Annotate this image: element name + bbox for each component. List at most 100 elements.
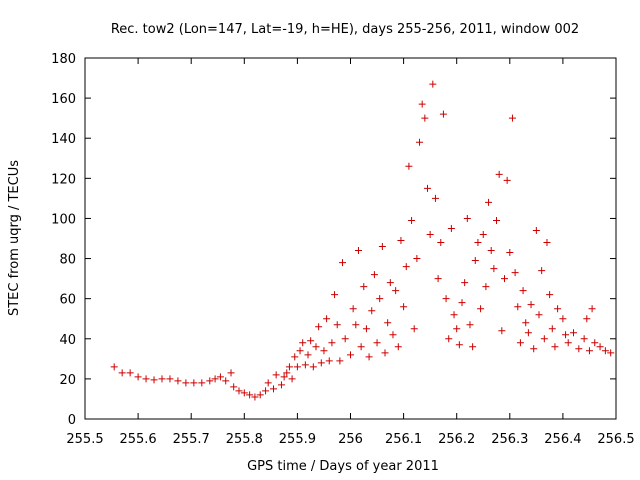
data-point (423, 184, 431, 192)
data-point (543, 239, 551, 247)
data-point (142, 375, 150, 383)
data-point (498, 327, 506, 335)
data-point (240, 389, 248, 397)
data-point (347, 351, 354, 359)
data-point (508, 114, 516, 122)
data-point (227, 369, 235, 377)
data-point (583, 315, 591, 323)
data-point (373, 339, 381, 347)
data-point (182, 379, 190, 387)
data-point (487, 247, 495, 255)
data-point (458, 299, 466, 307)
data-point (357, 343, 365, 351)
data-point (354, 247, 362, 255)
x-tick-label: 256 (338, 432, 363, 447)
data-point (381, 349, 389, 357)
data-point (320, 347, 328, 355)
data-point (352, 321, 360, 329)
data-point (439, 110, 447, 118)
data-point (500, 275, 508, 283)
data-point (416, 138, 424, 146)
data-point (551, 343, 559, 351)
data-point (386, 279, 394, 287)
data-point (126, 369, 134, 377)
data-point (421, 114, 429, 122)
data-point (118, 369, 126, 377)
data-point (110, 363, 118, 371)
chart-title: Rec. tow2 (Lon=147, Lat=-19, h=HE), days… (111, 22, 579, 37)
y-axis-label: STEC from uqrg / TECUs (7, 160, 22, 316)
data-point (400, 303, 408, 311)
y-tick-label: 120 (51, 172, 76, 187)
data-point (280, 373, 288, 381)
data-point (349, 305, 357, 313)
data-point (190, 379, 198, 387)
data-point (362, 325, 370, 333)
data-point (397, 237, 405, 245)
data-point (283, 369, 291, 377)
data-point (256, 391, 264, 399)
data-point (503, 176, 511, 184)
data-point (315, 323, 323, 331)
data-point (312, 343, 320, 351)
data-point (471, 257, 479, 265)
data-point (588, 305, 596, 313)
data-point (514, 303, 522, 311)
data-point (339, 259, 347, 267)
data-point (482, 283, 490, 291)
data-point (134, 373, 142, 381)
data-point (174, 377, 182, 385)
y-tick-label: 20 (59, 373, 76, 388)
data-point (323, 315, 331, 323)
data-point (216, 373, 224, 381)
data-point (317, 359, 325, 367)
data-point (479, 230, 487, 238)
data-point (522, 319, 530, 327)
data-point (378, 243, 386, 251)
data-point (450, 311, 458, 319)
data-point (575, 345, 583, 353)
x-tick-label: 255.6 (119, 432, 156, 447)
data-point (158, 375, 166, 383)
data-point (426, 230, 434, 238)
data-point (301, 361, 309, 369)
x-tick-label: 255.7 (173, 432, 210, 447)
data-point (384, 319, 392, 327)
data-point (527, 301, 535, 309)
data-point (402, 263, 410, 271)
data-point (230, 383, 238, 391)
data-point (535, 311, 543, 319)
data-point (570, 329, 578, 337)
y-tick-label: 100 (51, 212, 76, 227)
data-point (493, 216, 501, 224)
data-point (559, 315, 567, 323)
data-point (469, 343, 477, 351)
data-point (299, 339, 307, 347)
data-point (235, 387, 243, 395)
y-tick-label: 180 (51, 52, 76, 67)
data-point (530, 345, 538, 353)
data-point (394, 343, 402, 351)
data-point (434, 275, 442, 283)
data-point (293, 363, 301, 371)
data-point (325, 357, 333, 365)
y-tick-label: 40 (59, 333, 76, 348)
data-point (405, 162, 413, 170)
data-point (562, 331, 570, 339)
y-tick-label: 160 (51, 92, 76, 107)
data-point (370, 271, 378, 279)
data-point (490, 265, 498, 273)
x-tick-label: 255.5 (66, 432, 103, 447)
data-point (376, 295, 384, 303)
data-point (336, 357, 344, 365)
data-point (591, 339, 599, 347)
data-point (540, 335, 548, 343)
data-point (285, 363, 293, 371)
data-point (607, 349, 615, 357)
data-point (532, 226, 540, 234)
y-tick-label: 60 (59, 293, 76, 308)
data-point (580, 335, 588, 343)
data-point (519, 287, 527, 295)
x-tick-label: 255.9 (279, 432, 316, 447)
x-tick-label: 256.3 (491, 432, 528, 447)
